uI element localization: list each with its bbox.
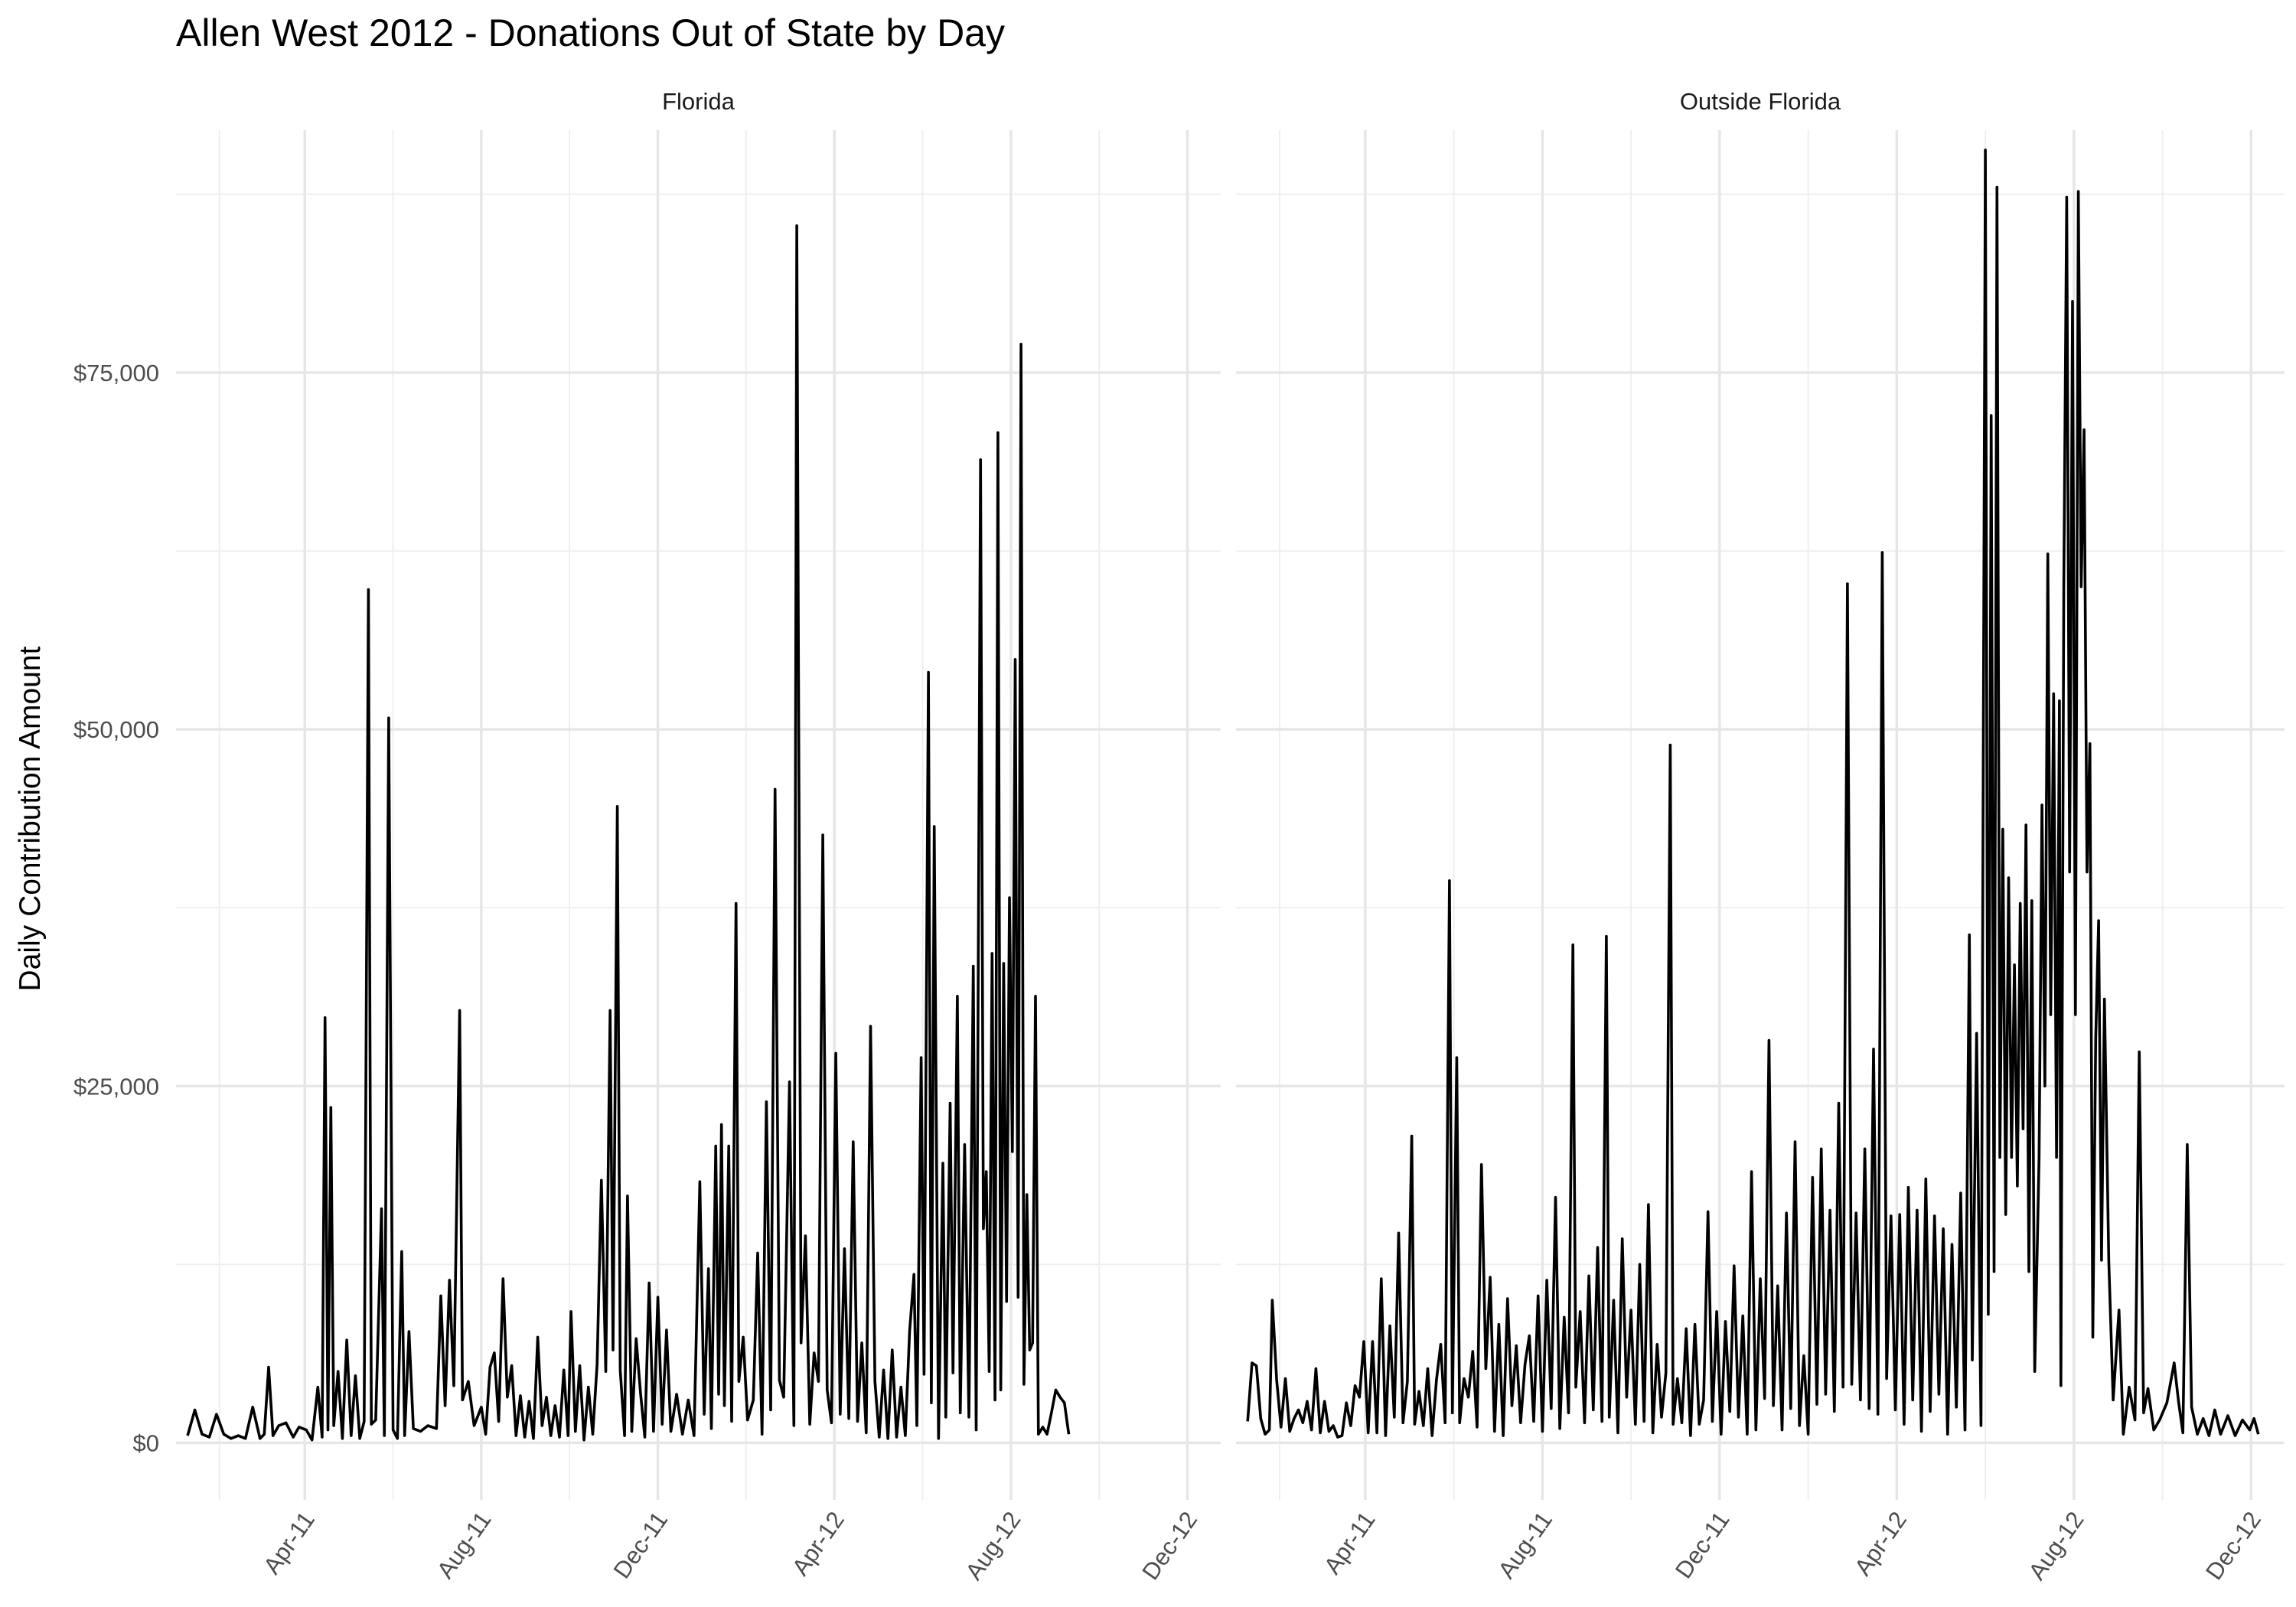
x-tick-label: Aug-12 <box>2024 1507 2089 1585</box>
facet-panel-0: Apr-11 Aug-11 Dec-11 Apr-12 Aug-12 Dec-12 Flor… <box>176 88 1221 1585</box>
x-tick-label: Dec-12 <box>1137 1507 1202 1585</box>
series-line-1 <box>1246 148 2260 1439</box>
y-tick-label: $50,000 <box>73 716 159 743</box>
x-tick-label: Apr-11 <box>258 1507 320 1579</box>
x-tick-label: Apr-12 <box>787 1507 850 1580</box>
y-tick-label: $25,000 <box>73 1073 159 1100</box>
facet-label: Outside Florida <box>1680 88 1841 115</box>
y-axis-label: Daily Contribution Amount <box>14 646 47 991</box>
y-tick-label: $0 <box>133 1429 159 1456</box>
x-tick-label: Aug-12 <box>960 1507 1026 1585</box>
chart-title: Allen West 2012 - Donations Out of State… <box>176 11 1005 54</box>
x-tick-label: Dec-12 <box>2200 1507 2266 1585</box>
series-line-0 <box>186 224 1071 1442</box>
facet-label: Florida <box>662 88 735 115</box>
x-tick-label: Dec-11 <box>1670 1507 1735 1583</box>
x-tick-label: Apr-12 <box>1849 1507 1912 1580</box>
x-tick-label: Aug-11 <box>432 1507 497 1583</box>
y-axis: $0 $25,000 $50,000 $75,000 <box>73 360 159 1456</box>
x-tick-label: Dec-11 <box>608 1507 673 1583</box>
y-tick-label: $75,000 <box>73 360 159 386</box>
facet-panel-1: Apr-11 Aug-11 Dec-11 Apr-12 Aug-12 Dec-12 Outs… <box>1236 88 2285 1585</box>
x-tick-label: Aug-11 <box>1492 1507 1557 1583</box>
x-tick-label: Apr-11 <box>1319 1507 1381 1579</box>
